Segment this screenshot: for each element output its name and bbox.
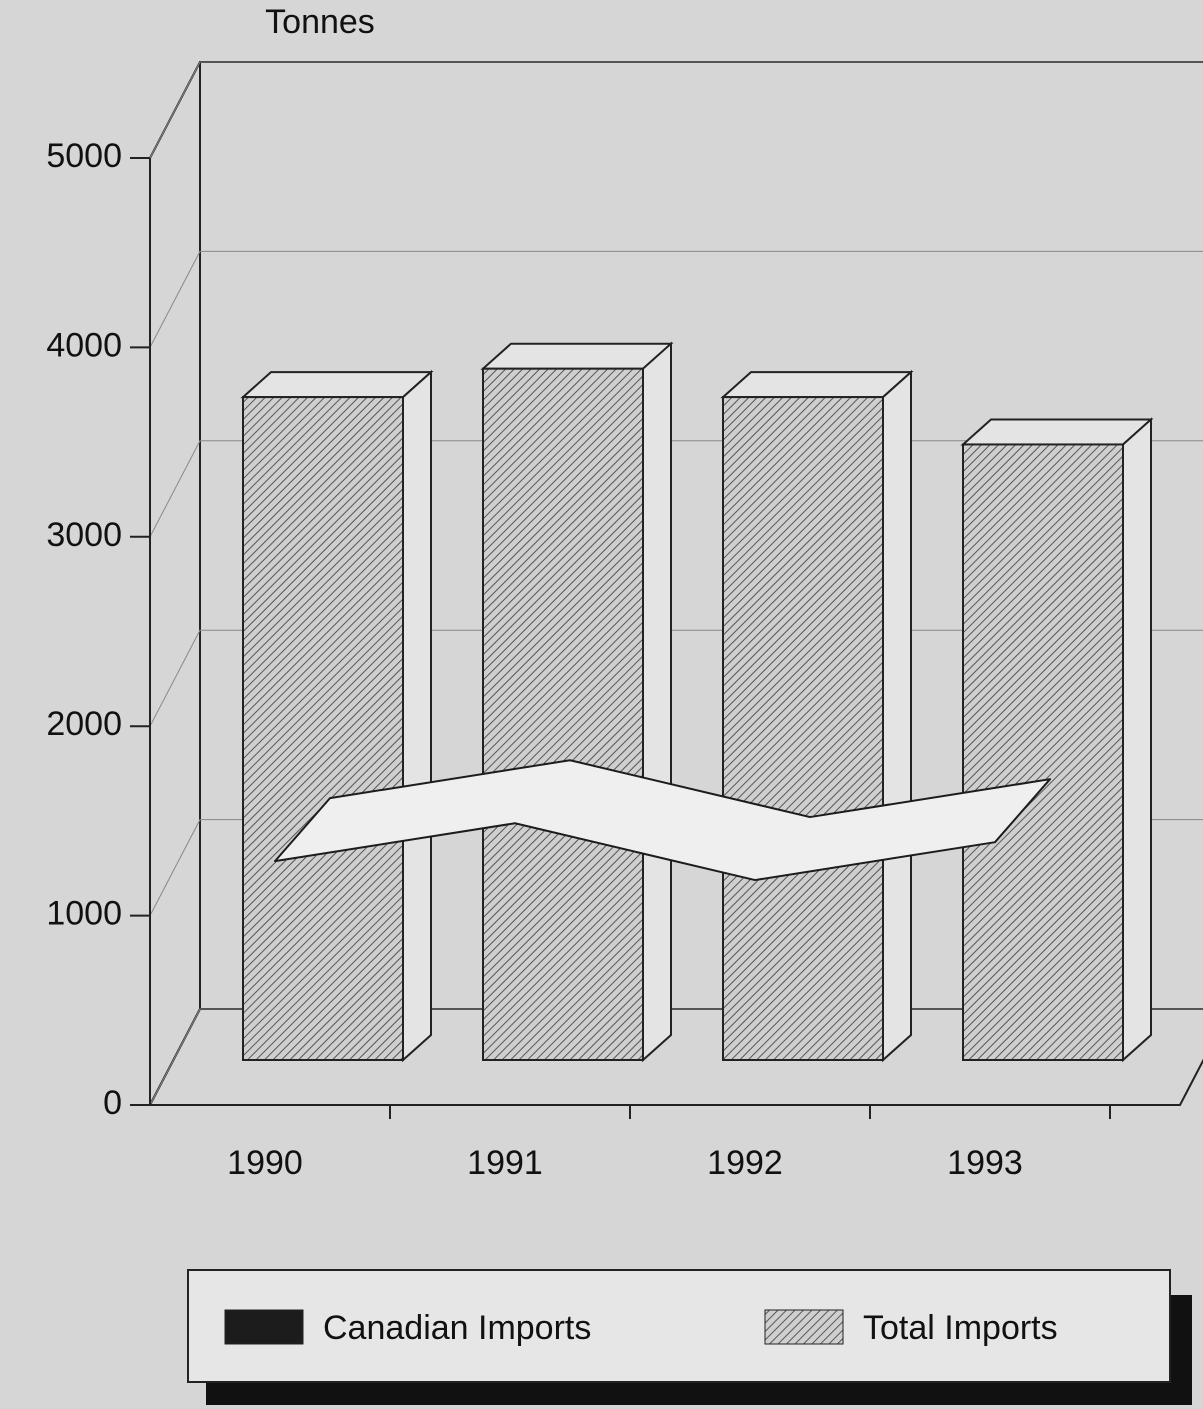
bar-side	[402, 369, 432, 1063]
grid-line	[149, 250, 1203, 348]
legend-label: Canadian Imports	[323, 1309, 591, 1347]
grid-line	[149, 61, 1203, 159]
legend	[187, 1269, 1171, 1383]
bar-top	[480, 342, 674, 370]
side-wall	[149, 61, 201, 1106]
y-tick-label: 5000	[46, 137, 122, 175]
bar-top	[240, 371, 434, 399]
x-tick-label: 1992	[707, 1144, 783, 1182]
bar	[962, 443, 1124, 1061]
bar-side	[1122, 417, 1152, 1063]
y-axis-label: Tonnes	[265, 3, 375, 41]
ribbon	[274, 759, 1051, 882]
bar	[242, 396, 404, 1062]
x-tick-label: 1990	[227, 1144, 303, 1182]
legend-swatch	[224, 1309, 304, 1345]
legend-label: Total Imports	[863, 1309, 1058, 1347]
y-tick-label: 1000	[46, 895, 122, 933]
legend-swatch	[764, 1309, 844, 1345]
y-tick-label: 0	[103, 1084, 122, 1122]
bar-top	[720, 371, 914, 399]
y-tick-label: 4000	[46, 326, 122, 364]
y-tick-label: 2000	[46, 705, 122, 743]
x-tick-label: 1993	[947, 1144, 1023, 1182]
bar-side	[642, 341, 672, 1063]
x-tick-label: 1991	[467, 1144, 543, 1182]
bar-side	[882, 369, 912, 1063]
y-tick-label: 3000	[46, 516, 122, 554]
bar	[722, 396, 884, 1062]
bar-top	[960, 418, 1154, 446]
bar	[482, 367, 644, 1061]
